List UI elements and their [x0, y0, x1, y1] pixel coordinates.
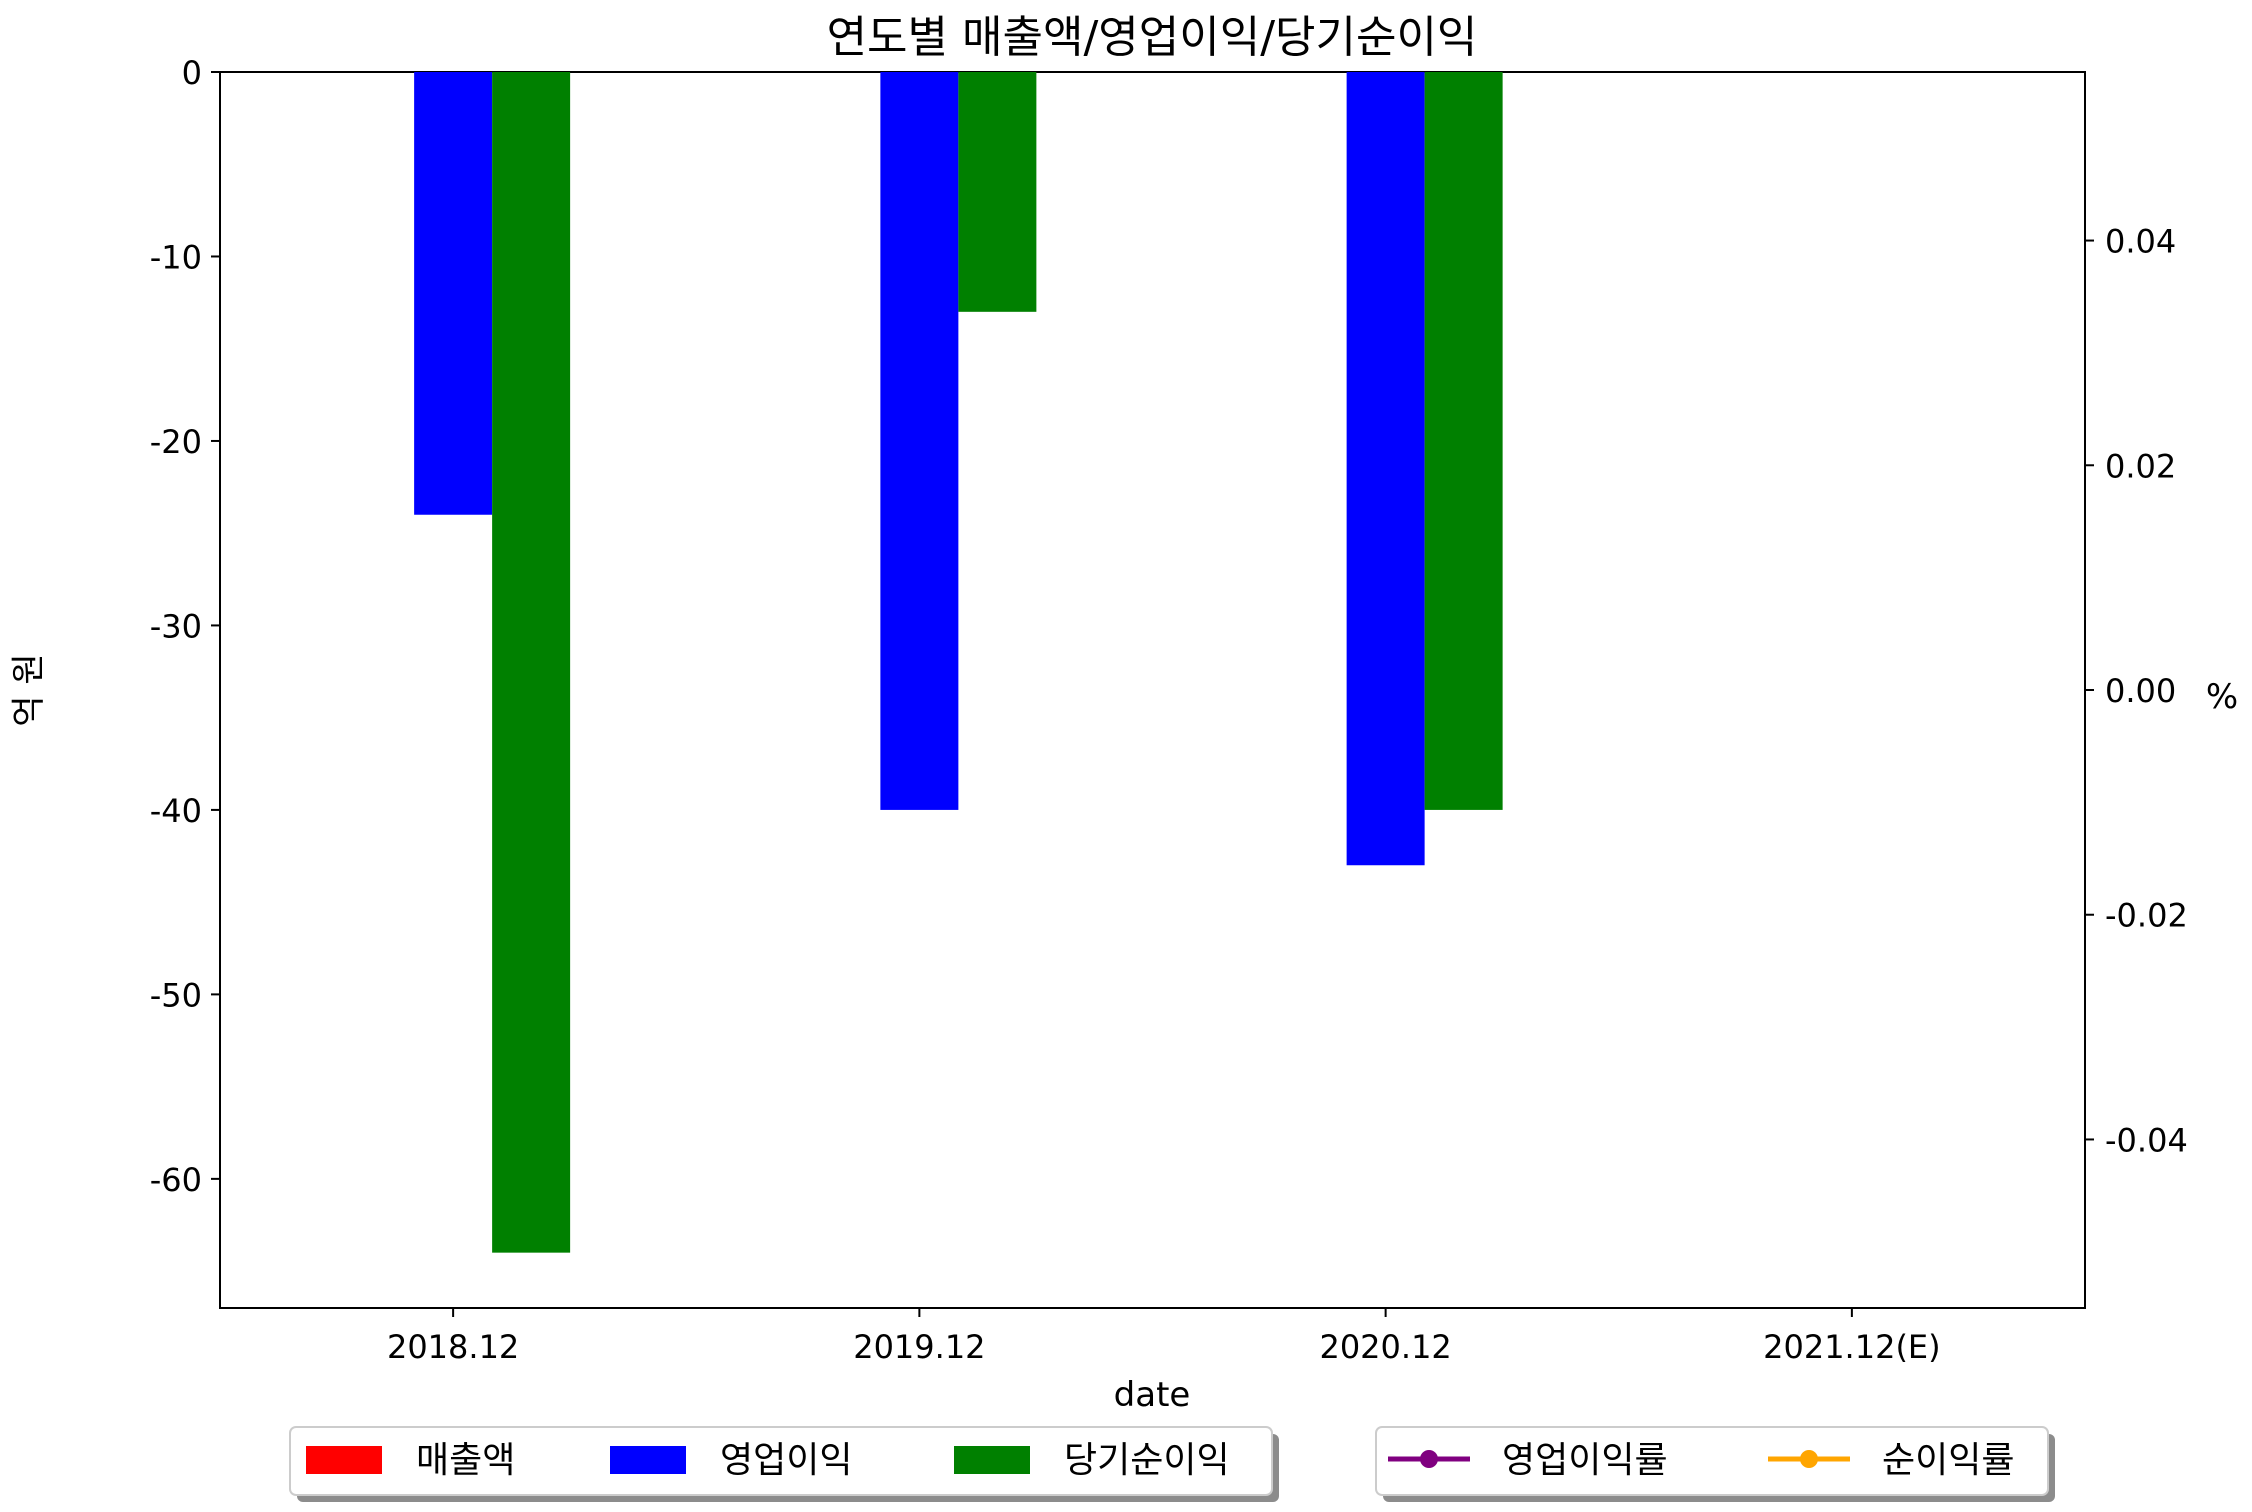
x-tick-label: 2019.12 [853, 1328, 985, 1366]
y-tick-label: 0 [182, 54, 202, 92]
legend-swatch-revenue [306, 1446, 382, 1474]
y2-axis-label: % [2206, 677, 2238, 717]
legend-marker-operating-margin [1420, 1450, 1438, 1468]
legend-label-net-margin: 순이익률 [1882, 1440, 2014, 1481]
y2-tick-label: -0.04 [2105, 1121, 2188, 1159]
x-axis-label: date [1114, 1375, 1191, 1415]
x-axis: 2018.12 2019.12 2020.12 2021.12(E) [387, 1308, 1941, 1366]
legend-label-net-income: 당기순이익 [1064, 1440, 1230, 1481]
legend-label-operating-margin: 영업이익률 [1502, 1440, 1668, 1481]
bar-net-income-2020-12 [1424, 72, 1503, 810]
plot-area [219, 71, 2086, 1309]
y-tick-label: -60 [150, 1161, 202, 1199]
legend-bars-box [289, 1426, 1273, 1496]
y2-tick-label: 0.00 [2105, 672, 2176, 710]
legend-lines: 영업이익률 순이익률 [1375, 1426, 2055, 1502]
y-axis: 0 -10 -20 -30 -40 -50 -60 [150, 54, 220, 1199]
bar-net-income-2018-12 [492, 72, 571, 1253]
y-tick-label: -50 [150, 976, 202, 1014]
legend-label-operating-profit: 영업이익 [720, 1440, 852, 1481]
y2-axis: 0.04 0.02 0.00 -0.02 -0.04 [2085, 223, 2188, 1159]
legend-bars: 매출액 영업이익 당기순이익 [289, 1426, 1279, 1502]
bar-operating-profit-2018-12 [414, 72, 493, 515]
bar-operating-profit-2019-12 [880, 72, 959, 810]
legend-swatch-net-income [954, 1446, 1030, 1474]
y2-tick-label: 0.04 [2105, 223, 2176, 261]
y-axis-label: 억 원 [9, 653, 49, 726]
legend-lines-box [1375, 1426, 2049, 1496]
legend-label-revenue: 매출액 [416, 1440, 515, 1481]
y2-tick-label: 0.02 [2105, 447, 2176, 485]
y-tick-label: -40 [150, 792, 202, 830]
bar-net-income-2019-12 [958, 72, 1037, 312]
y-tick-label: -10 [150, 238, 202, 276]
x-tick-label: 2020.12 [1319, 1328, 1451, 1366]
x-tick-label: 2021.12(E) [1763, 1328, 1941, 1366]
y-tick-label: -20 [150, 423, 202, 461]
chart-title: 연도별 매출액/영업이익/당기순이익 [827, 12, 1478, 63]
y2-tick-label: -0.02 [2105, 897, 2188, 935]
legend-marker-net-margin [1800, 1450, 1818, 1468]
x-tick-label: 2018.12 [387, 1328, 519, 1366]
y-tick-label: -30 [150, 607, 202, 645]
legend-swatch-operating-profit [610, 1446, 686, 1474]
bar-operating-profit-2020-12 [1346, 72, 1425, 866]
